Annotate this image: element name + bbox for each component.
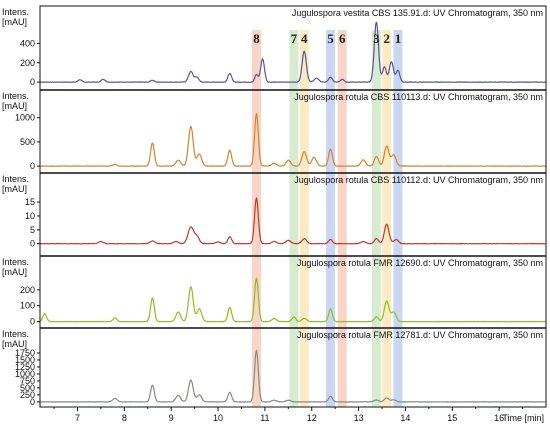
highlight-band-6 [337,30,347,407]
panel-title-3: Jugulospora rotula CBS 110112.d: UV Chro… [294,175,543,185]
x-tick-label: 13 [354,413,364,423]
panel-title-4: Jugulospora rotula FMR 12690.d: UV Chrom… [297,258,543,268]
y-tick-label: 0 [30,239,35,249]
y-tick-label: 5 [30,225,35,235]
x-tick-label: 8 [122,413,127,423]
y-tick-label: 750 [20,376,35,386]
y-tick-label: 200 [20,58,35,68]
y-axis-label-1: Intens. [2,7,29,17]
band-label-1: 1 [395,31,402,46]
panel-title-1: Jugulospora vestita CBS 135.91.d: UV Chr… [292,8,543,18]
y-tick-label: 0 [30,317,35,327]
y-tick-label: 0 [30,161,35,171]
y-tick-label: 400 [20,38,35,48]
panel-frames: Jugulospora vestita CBS 135.91.d: UV Chr… [2,5,547,408]
highlight-bands [251,30,403,407]
y-tick-label: 500 [20,383,35,393]
y-tick-label: 15 [25,197,35,207]
highlight-band-2 [382,30,392,407]
x-tick-label: 11 [260,413,269,423]
y-tick-label: 500 [20,137,35,147]
trace-panel-3 [39,197,547,245]
x-tick-label: 12 [307,413,317,423]
y-tick-label: 250 [20,390,35,400]
x-tick-label: 14 [400,413,410,423]
band-label-4: 4 [301,31,308,46]
band-label-2: 2 [383,31,390,46]
highlight-band-4 [299,30,309,407]
highlight-band-5 [325,30,335,407]
y-tick-label: 1000 [15,113,35,123]
x-axis-label: Time [min] [502,413,544,423]
y-tick-label: 10 [25,211,35,221]
y-tick-label: 100 [20,301,35,311]
y-tick-label: 0 [30,77,35,87]
y-axis-label-3: Intens. [2,174,29,184]
panel-title-2: Jugulospora rotula CBS 110113.d: UV Chro… [294,92,543,102]
highlight-band-3 [371,30,381,407]
y-tick-label: 1000 [15,369,35,379]
x-tick-label: 9 [169,413,174,423]
x-tick-label: 15 [447,413,457,423]
y-tick-label: 200 [20,285,35,295]
highlight-band-7 [289,30,299,407]
y-tick-label: 1250 [15,362,35,372]
highlight-band-8 [251,30,261,407]
y-tick-label: 1750 [15,348,35,358]
x-tick-label: 16 [494,413,504,423]
y-axis-unit-5: [mAU] [2,339,27,349]
panel-title-5: Jugulospora rotula FMR 12781.d: UV Chrom… [297,330,543,340]
y-axis-label-4: Intens. [2,257,29,267]
y-axis-label-5: Intens. [2,329,29,339]
band-label-7: 7 [291,31,298,46]
y-axis-unit-2: [mAU] [2,101,27,111]
band-label-8: 8 [253,31,260,46]
band-label-5: 5 [327,31,334,46]
x-tick-label: 7 [75,413,80,423]
x-tick-label: 10 [213,413,223,423]
y-axis-unit-4: [mAU] [2,267,27,277]
highlight-band-1 [393,30,403,407]
trace-panel-2 [39,113,547,167]
trace-panel-1 [40,21,546,83]
trace-panel-5 [39,349,547,403]
y-axis-unit-3: [mAU] [2,184,27,194]
y-tick-label: 0 [30,397,35,407]
band-label-3: 3 [373,31,380,46]
band-label-6: 6 [339,31,346,46]
trace-panel-4 [39,277,547,323]
chromatogram-traces [39,21,547,403]
y-tick-label: 1500 [15,355,35,365]
y-axis-label-2: Intens. [2,91,29,101]
y-axis-unit-1: [mAU] [2,17,27,27]
